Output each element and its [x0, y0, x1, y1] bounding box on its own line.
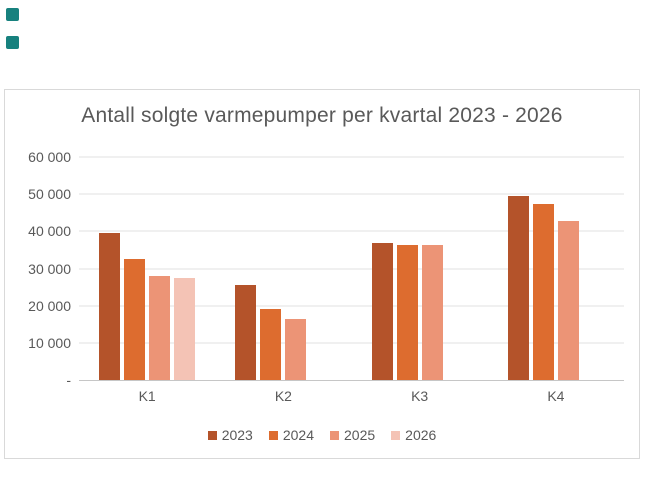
bar-2025-k1[interactable]: [149, 275, 171, 380]
teal-square-marker: [6, 36, 19, 49]
bar-slot: [396, 157, 418, 380]
legend-item-2025[interactable]: 2025: [330, 427, 375, 443]
bar-slot: [310, 157, 331, 380]
legend-item-2026[interactable]: 2026: [391, 427, 436, 443]
legend-label: 2023: [221, 427, 253, 443]
legend-marker-icon: [207, 430, 217, 440]
bar-2025-k4[interactable]: [557, 221, 579, 380]
category-group-k4: [488, 157, 624, 380]
bar-slot: [371, 157, 393, 380]
bar-slot: [149, 157, 171, 380]
bar-slot: [507, 157, 529, 380]
y-tick-label: 60 000: [28, 149, 71, 165]
x-axis-label-k4: K4: [547, 388, 565, 404]
legend-label: 2026: [405, 427, 437, 443]
category-group-k1: [79, 157, 215, 380]
bar-slot: [260, 157, 282, 380]
chart-title: Antall solgte varmepumper per kvartal 20…: [81, 104, 563, 127]
bar-slot: [285, 157, 307, 380]
x-axis-labels: K1 K2 K3 K4: [79, 388, 624, 404]
bar-2024-k3[interactable]: [396, 245, 418, 380]
category-group-k3: [352, 157, 488, 380]
bar-slot: [532, 157, 554, 380]
bar-2024-k4[interactable]: [532, 203, 554, 380]
x-axis-label-k3: K3: [411, 388, 429, 404]
bar-2024-k1[interactable]: [124, 259, 146, 380]
bar-2024-k2[interactable]: [260, 309, 282, 380]
category-group-k2: [215, 157, 351, 380]
y-tick-label: 50 000: [28, 186, 71, 203]
x-axis-label-k2: K2: [274, 388, 292, 404]
legend-label: 2025: [344, 427, 376, 443]
bar-slot: [447, 157, 468, 380]
legend-marker-icon: [268, 430, 278, 440]
teal-square-marker: [6, 8, 19, 21]
gridline: [79, 230, 624, 232]
bar-groups: [79, 157, 624, 380]
bar-2025-k3[interactable]: [421, 245, 443, 380]
bar-slot: [99, 157, 121, 380]
legend-item-2024[interactable]: 2024: [268, 427, 314, 443]
x-axis-label-k1: K1: [138, 388, 156, 404]
plot-area: - 10 000 20 000 30 000 40 000 50 000 60 000: [28, 149, 624, 388]
bar-2026-k1[interactable]: [174, 277, 196, 380]
gridline: [79, 156, 624, 158]
y-tick-label: -: [66, 372, 71, 388]
bar-2023-k2[interactable]: [235, 285, 257, 380]
bar-2023-k4[interactable]: [507, 196, 529, 380]
bar-slot: [583, 157, 604, 380]
bar-slot: [124, 157, 146, 380]
y-tick-label: 30 000: [28, 260, 71, 277]
gridline: [79, 305, 624, 307]
y-tick-label: 10 000: [28, 334, 71, 351]
gridline: [79, 268, 624, 269]
bar-slot: [557, 157, 579, 380]
bar-slot: [235, 157, 257, 380]
x-axis-line: [79, 380, 624, 381]
bar-2023-k1[interactable]: [99, 233, 121, 380]
y-tick-label: 20 000: [28, 297, 71, 314]
bar-slot: [421, 157, 443, 380]
legend: 2023 2024 2025 2026: [5, 427, 639, 443]
chart-frame[interactable]: Antall solgte varmepumper per kvartal 20…: [4, 89, 640, 459]
y-tick-label: 40 000: [28, 223, 71, 240]
legend-label: 2024: [282, 427, 314, 443]
bar-2023-k3[interactable]: [371, 243, 393, 380]
bar-2025-k2[interactable]: [285, 318, 307, 380]
gridline: [79, 193, 624, 195]
legend-item-2023[interactable]: 2023: [207, 427, 253, 443]
bar-slot: [174, 157, 196, 380]
legend-marker-icon: [391, 430, 401, 440]
legend-marker-icon: [330, 430, 339, 440]
gridline: [79, 342, 624, 344]
